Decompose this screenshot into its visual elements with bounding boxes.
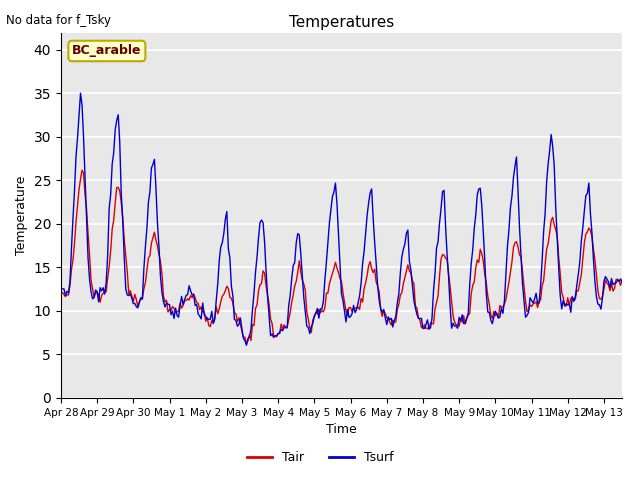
Tair [57,291,65,297]
Tsurf [96,285,104,290]
Title: Temperatures: Temperatures [289,15,394,30]
Tair [472,265,479,271]
Y-axis label: Temperature: Temperature [15,176,28,255]
Tair [357,296,365,301]
Tair [243,341,250,347]
Line: Tsurf: Tsurf [61,93,639,345]
Tsurf [558,306,566,312]
Tair [78,167,86,173]
Tsurf [78,102,86,108]
Tair [635,286,640,292]
X-axis label: Time: Time [326,423,357,436]
Tair [558,289,566,295]
Tsurf [635,281,640,287]
Tsurf [472,212,479,218]
Tair [634,281,640,287]
Tsurf [634,281,640,287]
Text: BC_arable: BC_arable [72,45,141,58]
Text: No data for f_Tsky: No data for f_Tsky [6,14,111,27]
Tair [77,176,84,182]
Tsurf [57,286,65,291]
Tsurf [357,280,365,286]
Tsurf [77,90,84,96]
Legend: Tair, Tsurf: Tair, Tsurf [242,446,398,469]
Line: Tair: Tair [61,170,639,344]
Tsurf [243,342,250,348]
Tair [96,300,104,305]
